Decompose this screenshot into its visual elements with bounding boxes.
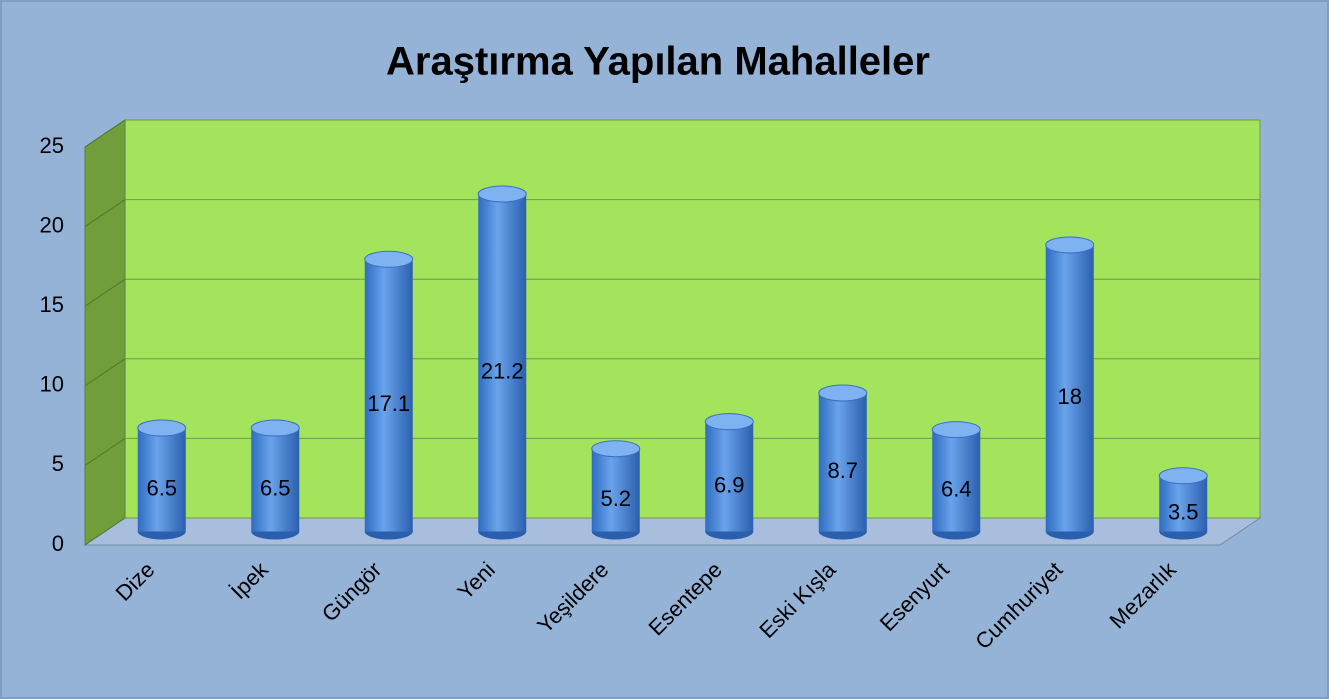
bar-top: [137, 419, 187, 437]
bar-top: [477, 185, 527, 203]
data-label: 17.1: [367, 391, 410, 416]
bar-top: [704, 413, 754, 431]
chart-title: Araştırma Yapılan Mahalleler: [386, 40, 930, 84]
bar: [591, 448, 640, 532]
bar: [932, 429, 981, 532]
bar: [364, 259, 413, 532]
y-tick-label: 20: [40, 212, 64, 237]
data-label: 6.4: [941, 476, 972, 501]
grid-line: [84, 358, 126, 387]
grid-line: [84, 437, 126, 466]
bar: [705, 421, 754, 532]
bar-top: [591, 440, 641, 458]
data-label: 6.5: [146, 476, 177, 501]
bar-top: [250, 419, 300, 437]
bar-top: [1158, 467, 1208, 485]
bar: [1159, 475, 1208, 532]
y-tick-label: 10: [40, 372, 64, 397]
grid-line: [84, 119, 126, 148]
grid-line: [84, 199, 126, 228]
data-label: 6.9: [714, 472, 745, 497]
side-wall: [84, 119, 126, 546]
y-tick-label: 15: [40, 292, 64, 317]
grid-line: [84, 517, 126, 546]
data-label: 3.5: [1168, 499, 1199, 524]
data-label: 21.2: [481, 359, 524, 384]
bar: [251, 428, 300, 532]
data-label: 8.7: [827, 458, 858, 483]
bar-top: [818, 384, 868, 402]
bar: [478, 193, 527, 532]
data-label: 6.5: [260, 476, 291, 501]
y-tick-label: 5: [52, 451, 64, 476]
data-label: 5.2: [600, 486, 631, 511]
data-label: 18: [1058, 384, 1082, 409]
bar: [818, 392, 867, 532]
bar: [1045, 244, 1094, 532]
bar-top: [364, 250, 414, 268]
grid-line: [84, 278, 126, 307]
y-tick-label: 0: [52, 531, 64, 556]
bar-top: [931, 421, 981, 439]
bar-top: [1045, 236, 1095, 254]
bar: [137, 428, 186, 532]
y-tick-label: 25: [40, 133, 64, 158]
